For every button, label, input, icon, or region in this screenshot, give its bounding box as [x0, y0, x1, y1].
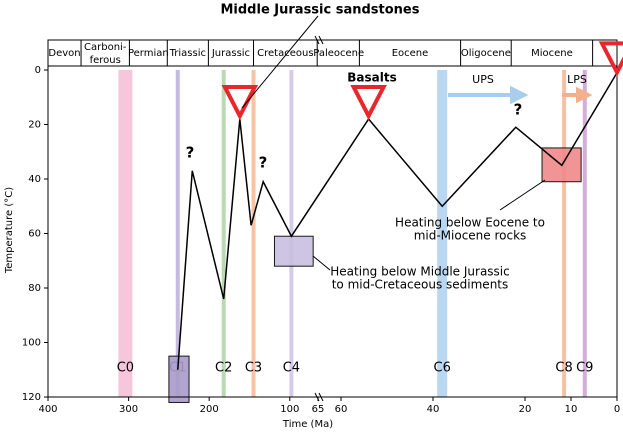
- period-label-line: Carboni-: [84, 42, 127, 53]
- plot-frame: [47, 39, 618, 398]
- x-tick-label: 40: [427, 404, 440, 415]
- leader: [241, 15, 319, 109]
- band: [175, 70, 180, 397]
- annotation-line: to mid-Cretaceous sediments: [332, 278, 509, 292]
- period-label: Paleocene: [313, 48, 364, 59]
- period-label: Permian: [128, 48, 169, 59]
- period-label: Carboni-ferous: [84, 42, 127, 66]
- period-label: Jurassic: [211, 48, 250, 59]
- annotation-line: Heating below Eocene to: [395, 216, 545, 230]
- x-tick-label: 400: [38, 404, 57, 415]
- band-label: C0: [117, 361, 134, 376]
- leader: [499, 179, 546, 211]
- annotation: UPS: [472, 73, 494, 86]
- sample-marker: [350, 84, 387, 121]
- y-tick-label: 20: [28, 120, 41, 131]
- sample-marker: [598, 41, 623, 77]
- annotation: Basalts: [347, 71, 396, 85]
- period-label: Devon: [48, 48, 80, 59]
- band: [251, 70, 256, 397]
- lps-arrow: [562, 86, 593, 104]
- x-axis-label: Time (Ma): [282, 419, 333, 430]
- thermal-path: [177, 72, 618, 370]
- y-tick-label: 40: [28, 174, 41, 185]
- band-label: C9: [576, 361, 593, 376]
- annotation-line: mid-Miocene rocks: [414, 229, 527, 243]
- x-tick-label: 200: [200, 404, 219, 415]
- y-axis-label: Temperature (°C): [4, 187, 15, 274]
- band: [562, 70, 567, 397]
- band: [289, 70, 294, 397]
- x-tick-label: 65: [312, 404, 325, 415]
- band-label: C4: [283, 361, 300, 376]
- x-tick-label: 100: [280, 404, 299, 415]
- y-tick-label: 0: [35, 65, 41, 76]
- period-label: Miocene: [531, 48, 573, 59]
- band: [437, 70, 448, 397]
- period-label: Oligocene: [461, 48, 511, 59]
- band-label: C8: [555, 361, 572, 376]
- band: [118, 70, 133, 397]
- band: [221, 70, 226, 397]
- x-tick-label: 60: [335, 404, 348, 415]
- band-label: C6: [434, 361, 451, 376]
- annotation-line: Heating below Middle Jurassic: [330, 265, 509, 279]
- period-label: Cretaceous: [257, 48, 313, 59]
- annotation: LPS: [567, 73, 587, 86]
- box: [273, 235, 314, 267]
- period-label-line: ferous: [90, 55, 121, 66]
- annotation: ?: [186, 144, 195, 162]
- annotation: ?: [514, 101, 523, 119]
- y-tick-label: 80: [28, 283, 41, 294]
- period-label: Triassic: [169, 48, 206, 59]
- ups-arrow: [448, 85, 529, 105]
- y-tick-label: 120: [22, 392, 41, 403]
- annotation: ?: [259, 154, 268, 172]
- chart-title: Middle Jurassic sandstones: [220, 3, 419, 18]
- axis-break: [314, 35, 324, 402]
- x-tick-label: 10: [565, 404, 578, 415]
- x-tick-label: 0: [614, 404, 620, 415]
- y-tick-label: 100: [22, 338, 41, 349]
- y-tick-label: 60: [28, 229, 41, 240]
- leader: [312, 255, 331, 271]
- band-label: C2: [215, 361, 232, 376]
- x-tick-label: 300: [119, 404, 138, 415]
- band: [582, 70, 587, 397]
- sample-marker: [221, 84, 259, 121]
- period-label: Eocene: [392, 48, 429, 59]
- band-label: C3: [245, 361, 262, 376]
- x-tick-label: 20: [519, 404, 532, 415]
